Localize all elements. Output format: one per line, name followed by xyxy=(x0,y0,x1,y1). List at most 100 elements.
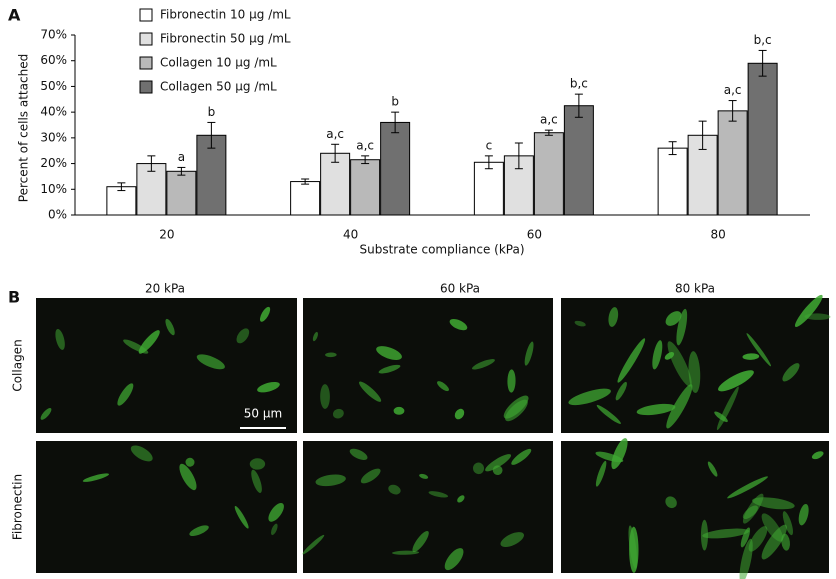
significance-label: a,c xyxy=(326,127,344,141)
bar xyxy=(350,159,381,216)
cell xyxy=(574,320,586,327)
cell xyxy=(652,340,663,370)
legend-swatch xyxy=(139,32,153,46)
cell xyxy=(524,341,534,366)
bar xyxy=(136,163,167,216)
cell xyxy=(596,404,621,424)
cell xyxy=(595,460,607,487)
x-axis-label: Substrate compliance (kPa) xyxy=(359,243,524,257)
bar xyxy=(533,132,564,216)
significance-label: b,c xyxy=(570,77,588,91)
cell xyxy=(665,496,677,509)
cell xyxy=(236,328,250,344)
cell xyxy=(798,503,809,526)
y-tick-label: 20% xyxy=(40,156,67,170)
cell xyxy=(782,363,800,382)
cell xyxy=(196,354,225,370)
significance-label: b xyxy=(391,95,399,109)
cell xyxy=(391,550,420,555)
cell xyxy=(485,454,512,472)
cell xyxy=(746,333,772,367)
cell xyxy=(742,505,758,519)
cell xyxy=(457,495,465,503)
legend-swatch xyxy=(139,8,153,22)
cell xyxy=(665,311,682,326)
cell xyxy=(688,351,701,394)
cell xyxy=(781,533,790,551)
cell xyxy=(507,369,516,393)
cell xyxy=(437,381,449,392)
cell xyxy=(130,445,153,462)
cell xyxy=(40,407,52,420)
legend-label: Fibronectin 50 μg /mL xyxy=(160,32,291,46)
cell xyxy=(454,408,465,420)
cell xyxy=(615,381,627,401)
row-label: Fibronectin xyxy=(11,474,25,540)
cell xyxy=(718,370,754,392)
x-tick-label: 40 xyxy=(343,228,358,242)
significance-label: a,c xyxy=(540,113,558,127)
cell xyxy=(428,491,449,498)
cell xyxy=(388,484,401,495)
scale-bar-label: 50 μm xyxy=(244,407,282,421)
legend-label: Collagen 10 μg /mL xyxy=(160,56,277,70)
bar xyxy=(717,110,748,216)
cell xyxy=(511,448,532,465)
y-tick-label: 50% xyxy=(40,79,67,93)
bar xyxy=(166,170,197,216)
cell xyxy=(376,346,402,360)
bar xyxy=(563,105,594,216)
cell xyxy=(419,473,429,479)
cell xyxy=(359,381,382,402)
cell xyxy=(332,408,344,419)
legend-swatch xyxy=(139,80,153,94)
cell xyxy=(315,474,346,487)
bar xyxy=(747,62,778,216)
cell xyxy=(500,532,524,548)
cell xyxy=(234,505,249,529)
bar xyxy=(380,121,411,216)
cell xyxy=(636,403,676,416)
significance-label: a,c xyxy=(724,83,742,97)
bar xyxy=(290,181,321,216)
cell xyxy=(761,524,787,560)
column-label: 20 kPa xyxy=(145,282,185,296)
cell xyxy=(138,330,160,354)
cell xyxy=(503,395,529,419)
cell xyxy=(271,523,278,536)
cell xyxy=(251,469,262,493)
cell xyxy=(667,341,692,387)
legend-label: Fibronectin 10 μg /mL xyxy=(160,8,291,22)
significance-label: a xyxy=(178,150,185,164)
cell xyxy=(412,530,429,553)
x-tick-label: 80 xyxy=(710,228,725,242)
column-label: 60 kPa xyxy=(440,282,480,296)
significance-label: b xyxy=(208,105,216,119)
cell xyxy=(473,462,485,475)
cell xyxy=(360,468,381,484)
cell xyxy=(794,294,823,327)
cell xyxy=(471,359,495,370)
cell xyxy=(714,411,728,423)
cell xyxy=(165,318,175,336)
cell xyxy=(568,388,611,406)
cell xyxy=(55,329,65,350)
cell xyxy=(811,451,824,460)
cell xyxy=(378,364,401,374)
y-tick-label: 30% xyxy=(40,130,67,144)
cell xyxy=(666,384,693,429)
cell xyxy=(325,352,337,358)
y-tick-label: 70% xyxy=(40,28,67,42)
cell xyxy=(629,526,639,573)
cell xyxy=(761,513,784,542)
cell xyxy=(676,308,688,346)
legend-label: Collagen 50 μg /mL xyxy=(160,80,277,94)
cell xyxy=(117,383,134,406)
cell xyxy=(393,406,405,415)
cell xyxy=(249,458,266,470)
panel-label: B xyxy=(8,288,20,307)
cell xyxy=(739,538,753,579)
legend-swatch xyxy=(139,56,153,70)
cell xyxy=(259,306,271,322)
cell xyxy=(189,525,209,537)
